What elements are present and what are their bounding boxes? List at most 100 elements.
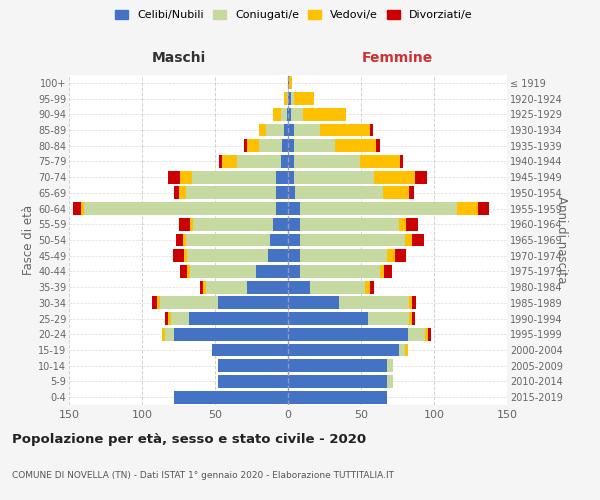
Bar — [289, 76, 292, 90]
Bar — [291, 108, 302, 120]
Bar — [406, 218, 418, 230]
Bar — [294, 124, 320, 136]
Bar — [222, 155, 237, 168]
Bar — [302, 108, 346, 120]
Bar — [274, 218, 288, 230]
Bar — [176, 234, 183, 246]
Bar — [218, 375, 288, 388]
Bar — [80, 202, 83, 215]
Bar — [166, 328, 174, 340]
Bar — [385, 265, 392, 278]
Bar — [179, 218, 190, 230]
Bar — [191, 170, 277, 183]
Bar — [184, 250, 187, 262]
Bar — [157, 296, 160, 310]
Bar — [288, 390, 387, 404]
Bar — [288, 92, 291, 105]
Bar — [288, 155, 294, 168]
Bar — [237, 155, 281, 168]
Bar — [174, 328, 288, 340]
Text: Maschi: Maschi — [151, 51, 206, 65]
Bar — [73, 202, 80, 215]
Bar — [174, 390, 288, 404]
Bar — [259, 140, 282, 152]
Bar — [412, 234, 424, 246]
Bar — [299, 202, 457, 215]
Bar — [405, 344, 408, 356]
Bar — [180, 265, 187, 278]
Bar — [339, 296, 409, 310]
Bar — [206, 280, 247, 293]
Bar — [180, 170, 191, 183]
Bar — [408, 328, 425, 340]
Bar — [294, 170, 374, 183]
Bar — [376, 140, 380, 152]
Bar — [266, 124, 284, 136]
Bar — [247, 140, 259, 152]
Bar — [218, 296, 288, 310]
Bar — [274, 108, 281, 120]
Bar — [405, 234, 412, 246]
Bar — [187, 265, 190, 278]
Bar — [284, 124, 288, 136]
Bar — [256, 265, 288, 278]
Bar — [288, 140, 294, 152]
Bar — [83, 202, 277, 215]
Bar — [299, 234, 405, 246]
Bar — [320, 124, 370, 136]
Bar — [183, 234, 186, 246]
Bar — [190, 218, 193, 230]
Bar — [310, 280, 365, 293]
Bar — [291, 92, 294, 105]
Bar — [287, 92, 288, 105]
Bar — [288, 202, 299, 215]
Bar — [173, 250, 184, 262]
Bar — [166, 312, 168, 325]
Bar — [277, 170, 288, 183]
Text: Popolazione per età, sesso e stato civile - 2020: Popolazione per età, sesso e stato civil… — [12, 432, 366, 446]
Legend: Celibi/Nubili, Coniugati/e, Vedovi/e, Divorziati/e: Celibi/Nubili, Coniugati/e, Vedovi/e, Di… — [111, 6, 477, 25]
Bar — [395, 250, 406, 262]
Bar — [247, 280, 288, 293]
Bar — [288, 234, 299, 246]
Bar — [200, 280, 203, 293]
Bar — [359, 155, 400, 168]
Bar — [387, 250, 395, 262]
Bar — [187, 250, 268, 262]
Bar — [383, 186, 409, 200]
Bar — [281, 108, 287, 120]
Bar — [412, 312, 415, 325]
Bar — [168, 312, 171, 325]
Bar — [370, 124, 373, 136]
Bar — [335, 140, 376, 152]
Bar — [288, 296, 339, 310]
Bar — [259, 124, 266, 136]
Bar — [288, 280, 310, 293]
Bar — [190, 265, 256, 278]
Bar — [288, 344, 399, 356]
Bar — [271, 234, 288, 246]
Bar — [478, 202, 490, 215]
Bar — [299, 265, 380, 278]
Bar — [189, 312, 288, 325]
Bar — [268, 250, 288, 262]
Y-axis label: Anni di nascita: Anni di nascita — [555, 196, 568, 284]
Bar — [168, 170, 180, 183]
Bar — [288, 124, 294, 136]
Bar — [288, 360, 387, 372]
Bar — [409, 312, 412, 325]
Bar — [409, 186, 413, 200]
Bar — [288, 328, 408, 340]
Bar — [425, 328, 428, 340]
Bar — [399, 218, 406, 230]
Bar — [365, 280, 370, 293]
Bar — [288, 186, 295, 200]
Bar — [284, 92, 287, 105]
Bar — [399, 344, 405, 356]
Bar — [294, 155, 359, 168]
Bar — [288, 108, 291, 120]
Bar — [282, 140, 288, 152]
Bar — [288, 218, 299, 230]
Bar — [380, 265, 385, 278]
Bar — [179, 186, 186, 200]
